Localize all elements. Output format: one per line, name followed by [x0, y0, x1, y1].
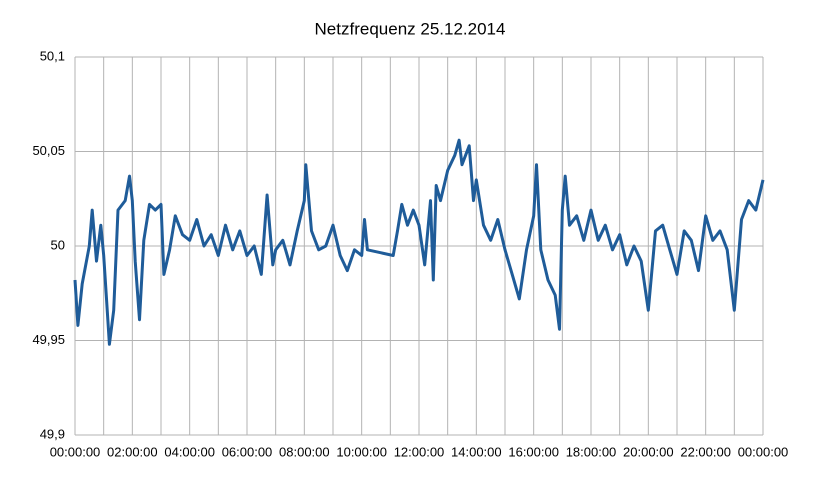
- y-tick-label: 50: [51, 237, 65, 252]
- x-tick-label: 12:00:00: [394, 444, 445, 459]
- y-tick-label: 50,05: [32, 143, 65, 158]
- y-tick-label: 49,9: [40, 426, 65, 441]
- chart-title: Netzfrequenz 25.12.2014: [315, 19, 506, 38]
- x-tick-label: 20:00:00: [623, 444, 674, 459]
- x-tick-label: 04:00:00: [164, 444, 215, 459]
- x-tick-label: 18:00:00: [566, 444, 617, 459]
- x-tick-label: 00:00:00: [50, 444, 101, 459]
- x-tick-label: 10:00:00: [336, 444, 387, 459]
- x-tick-label: 02:00:00: [107, 444, 158, 459]
- x-tick-label: 14:00:00: [451, 444, 502, 459]
- x-tick-label: 00:00:00: [738, 444, 789, 459]
- x-tick-label: 22:00:00: [680, 444, 731, 459]
- line-series: [73, 138, 765, 346]
- x-tick-label: 08:00:00: [279, 444, 330, 459]
- y-tick-label: 50,1: [40, 48, 65, 63]
- x-tick-label: 16:00:00: [508, 444, 559, 459]
- x-tick-label: 06:00:00: [222, 444, 273, 459]
- y-tick-label: 49,95: [32, 332, 65, 347]
